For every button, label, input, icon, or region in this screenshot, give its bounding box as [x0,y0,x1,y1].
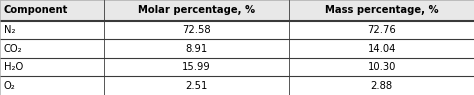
Text: Mass percentage, %: Mass percentage, % [325,5,438,15]
Text: N₂: N₂ [4,25,15,35]
Text: 10.30: 10.30 [367,62,396,72]
Bar [0,39,474,58]
Bar [0,58,474,76]
Text: 2.88: 2.88 [371,81,392,91]
Bar [0,0,474,21]
Text: 8.91: 8.91 [186,44,208,54]
Text: O₂: O₂ [4,81,16,91]
Text: 2.51: 2.51 [185,81,208,91]
Text: 72.76: 72.76 [367,25,396,35]
Text: Component: Component [4,5,68,15]
Text: 14.04: 14.04 [367,44,396,54]
Bar [0,76,474,95]
Text: 72.58: 72.58 [182,25,211,35]
Bar [0,21,474,39]
Text: 15.99: 15.99 [182,62,211,72]
Text: CO₂: CO₂ [4,44,22,54]
Text: H₂O: H₂O [4,62,23,72]
Text: Molar percentage, %: Molar percentage, % [138,5,255,15]
